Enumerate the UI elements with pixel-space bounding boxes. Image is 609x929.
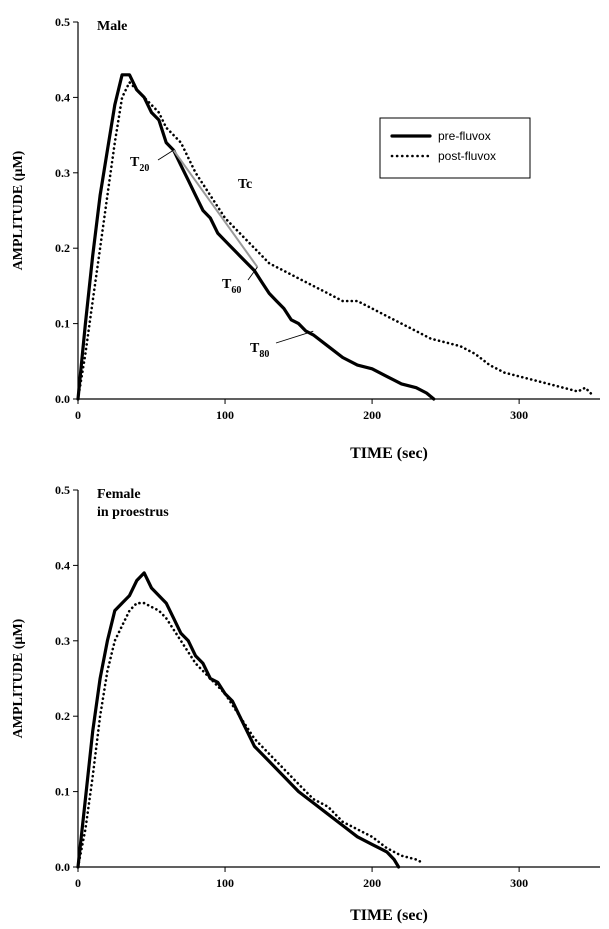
- x-tick-label: 0: [75, 408, 81, 422]
- legend-label: post-fluvox: [438, 149, 496, 163]
- series-line-pre-fluvox: [76, 571, 401, 869]
- annotation-main: T: [130, 155, 140, 170]
- x-tick-label: 200: [363, 408, 381, 422]
- chart-panel-2: 0.0 0.1 0.2 0.3 0.4 0.5 0 100 200 300 TIME (sec) AM…: [11, 483, 600, 924]
- annotation-main: T: [222, 277, 232, 292]
- annotation-label: T20: [130, 155, 149, 174]
- y-tick-label: 0.5: [55, 483, 70, 497]
- x-tick-label: 0: [75, 876, 81, 890]
- y-tick-label: 0.3: [55, 634, 70, 648]
- x-tick-label: 200: [363, 876, 381, 890]
- x-tick-label: 300: [510, 408, 528, 422]
- panel-label-line: Female: [97, 487, 141, 502]
- panel-label-line: Male: [97, 19, 127, 34]
- series-line-pre-fluvox: [76, 73, 436, 401]
- series-line-post-fluvox: [76, 81, 594, 401]
- x-tick-label: 300: [510, 876, 528, 890]
- chart-panel-1: 0.0 0.1 0.2 0.3 0.4 0.5 0 100 200 300 TIME (sec) AM…: [11, 15, 600, 462]
- y-tick-label: 0.0: [55, 392, 70, 406]
- y-axis-label: AMPLITUDE (µM): [11, 150, 26, 270]
- y-tick-label: 0.3: [55, 166, 70, 180]
- annotation-main: Tc: [238, 177, 252, 192]
- annotation-subscript: 80: [259, 349, 269, 360]
- x-tick-label: 100: [216, 876, 234, 890]
- legend-box: [379, 117, 531, 179]
- y-tick-label: 0.0: [55, 860, 70, 874]
- y-tick-label: 0.5: [55, 15, 70, 29]
- x-axis-label: TIME (sec): [350, 445, 428, 462]
- annotation-leader: [247, 266, 258, 281]
- legend-label: pre-fluvox: [438, 129, 491, 143]
- panel-label-line: in proestrus: [97, 505, 169, 520]
- annotation-subscript: 60: [231, 285, 241, 296]
- series-line-post-fluvox: [76, 601, 425, 869]
- annotation-main: T: [250, 341, 260, 356]
- y-axis-label: AMPLITUDE (µM): [11, 618, 26, 738]
- legend: pre-fluvox post-fluvox: [379, 117, 531, 179]
- annotation-leader: [275, 330, 314, 344]
- y-tick-label: 0.1: [55, 317, 70, 331]
- y-tick-label: 0.4: [55, 558, 70, 572]
- x-axis-label: TIME (sec): [350, 907, 428, 924]
- x-tick-label: 100: [216, 408, 234, 422]
- annotation-subscript: 20: [139, 163, 149, 174]
- annotation-leader: [157, 149, 174, 161]
- panel-label: Female in proestrus: [97, 487, 169, 520]
- y-tick-label: 0.4: [55, 90, 70, 104]
- y-tick-label: 0.2: [55, 241, 70, 255]
- panel-label: Male: [97, 19, 127, 34]
- y-tick-label: 0.2: [55, 709, 70, 723]
- y-tick-label: 0.1: [55, 785, 70, 799]
- annotation-label: Tc: [238, 177, 252, 192]
- annotation-label: T80: [250, 341, 269, 360]
- decay-fit-line: [172, 149, 259, 268]
- annotation-label: T60: [222, 277, 241, 296]
